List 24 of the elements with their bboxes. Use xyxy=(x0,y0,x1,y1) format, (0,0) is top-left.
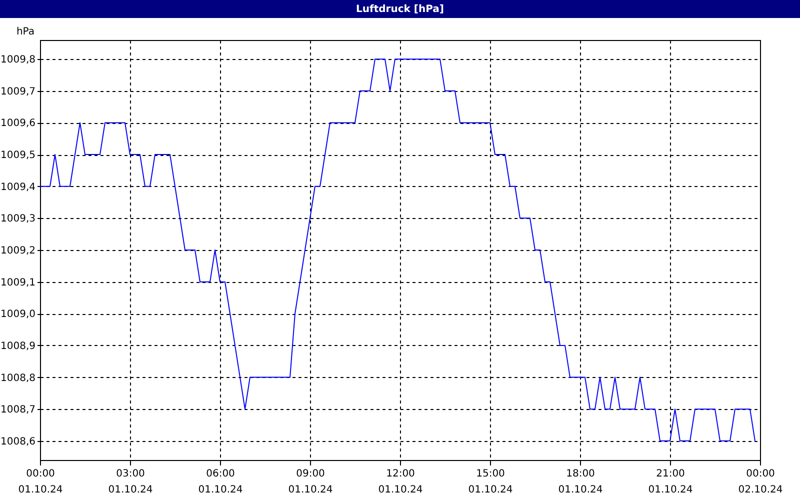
y-tick-label: 1009,5 xyxy=(0,150,36,162)
y-axis-title: hPa xyxy=(16,26,34,38)
y-tick-label: 1009,2 xyxy=(0,246,36,256)
x-tick-label: 21:00 01.10.24 xyxy=(648,468,693,496)
chart-title: Luftdruck [hPa] xyxy=(356,4,444,15)
x-tick-label: 00:00 02.10.24 xyxy=(738,468,783,496)
y-tick-label: 1008,6 xyxy=(0,436,36,448)
x-tick-label: 18:00 01.10.24 xyxy=(558,468,603,496)
y-tick-label: 1009,8 xyxy=(0,54,36,66)
y-tick-label: 1009,3 xyxy=(0,214,36,225)
x-tick-label: 12:00 01.10.24 xyxy=(378,468,423,496)
y-tick-label: 1009,4 xyxy=(0,182,36,193)
y-tick-label: 1009,0 xyxy=(0,309,36,320)
y-tick-label: 1008,9 xyxy=(0,340,36,352)
y-tick-label: 1009,7 xyxy=(0,86,36,98)
y-tick-label: 1009,6 xyxy=(0,118,36,130)
x-tick-label: 00:00 01.10.24 xyxy=(18,468,63,496)
x-tick-label: 03:00 01.10.24 xyxy=(108,468,153,496)
x-tick-label: 06:00 01.10.24 xyxy=(198,468,243,496)
y-tick-label: 1008,7 xyxy=(0,404,36,416)
x-tick-label: 09:00 01.10.24 xyxy=(288,468,333,496)
y-tick-label: 1008,8 xyxy=(0,372,36,384)
x-tick-label: 15:00 01.10.24 xyxy=(468,468,513,496)
y-tick-label: 1009,1 xyxy=(0,277,36,288)
